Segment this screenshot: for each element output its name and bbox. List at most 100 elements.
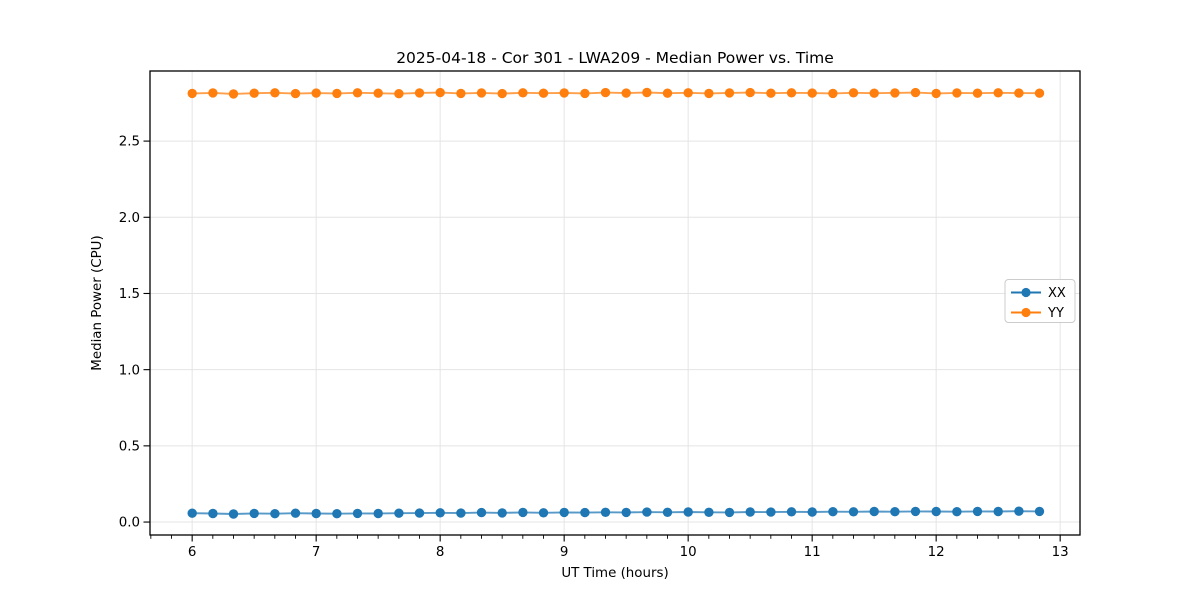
data-point-marker	[786, 88, 797, 98]
data-point-marker	[208, 88, 218, 98]
legend-entry-label: XX	[1048, 286, 1066, 301]
chart-title: 2025-04-18 - Cor 301 - LWA209 - Median P…	[396, 49, 834, 67]
data-point-marker	[249, 88, 259, 98]
data-point-marker	[414, 88, 425, 98]
data-point-marker	[993, 506, 1003, 517]
series-xx	[187, 506, 1045, 519]
data-point-marker	[538, 508, 549, 518]
data-point-marker	[848, 88, 859, 98]
data-point-marker	[228, 509, 239, 519]
data-point-marker	[580, 507, 590, 518]
data-point-marker	[952, 507, 962, 517]
x-axis-label: UT Time (hours)	[561, 566, 668, 581]
data-point-marker	[518, 507, 528, 518]
x-tick-label: 6	[188, 545, 197, 560]
data-point-marker	[187, 88, 197, 99]
legend-sample-marker	[1021, 307, 1031, 318]
data-point-marker	[476, 507, 487, 518]
data-point-marker	[766, 507, 776, 517]
data-series	[187, 87, 1045, 519]
data-point-marker	[435, 87, 445, 98]
data-point-marker	[745, 87, 755, 98]
data-point-marker	[311, 88, 321, 98]
x-tick-label: 10	[680, 545, 697, 560]
y-tick-label: 1.0	[119, 363, 140, 378]
data-point-marker	[208, 508, 218, 519]
axis-tick-labels: 6 7 8 9 10 11 12 13 0.0 0.5 1.0 1.5 2.0 2.5	[119, 135, 1069, 560]
data-point-marker	[848, 507, 859, 517]
data-point-marker	[642, 87, 652, 98]
data-point-marker	[869, 88, 879, 98]
axis-ticks	[143, 140, 1061, 542]
data-point-marker	[518, 88, 528, 98]
data-point-marker	[290, 88, 301, 99]
data-point-marker	[621, 88, 631, 98]
data-point-marker	[683, 507, 693, 517]
data-point-marker	[332, 88, 342, 99]
data-point-marker	[311, 508, 321, 519]
data-point-marker	[228, 89, 239, 99]
data-point-marker	[580, 88, 590, 99]
data-point-marker	[683, 88, 693, 98]
data-point-marker	[972, 88, 983, 98]
data-point-marker	[497, 508, 507, 518]
data-point-marker	[352, 508, 363, 519]
data-point-marker	[807, 88, 817, 98]
legend-entry-label: YY	[1047, 306, 1064, 321]
data-point-marker	[414, 508, 425, 518]
grid-lines	[150, 71, 1080, 535]
data-point-marker	[394, 89, 404, 99]
x-tick-label: 11	[804, 545, 821, 560]
data-point-marker	[786, 507, 797, 517]
data-point-marker	[538, 88, 549, 98]
data-point-marker	[662, 88, 673, 98]
data-point-marker	[497, 88, 507, 99]
data-point-marker	[642, 507, 652, 517]
data-point-marker	[828, 507, 838, 517]
data-point-marker	[869, 506, 879, 517]
data-point-marker	[890, 507, 900, 517]
data-point-marker	[1034, 506, 1045, 517]
y-tick-label: 2.0	[119, 211, 140, 226]
data-point-marker	[993, 88, 1003, 98]
data-point-marker	[931, 506, 941, 517]
data-point-marker	[270, 509, 280, 519]
data-point-marker	[559, 507, 569, 518]
data-point-marker	[724, 88, 735, 98]
series-yy	[187, 87, 1045, 99]
data-point-marker	[394, 508, 404, 518]
x-tick-label: 9	[560, 545, 569, 560]
data-point-marker	[600, 87, 611, 98]
plot-border	[149, 70, 1081, 536]
data-point-marker	[1034, 88, 1045, 98]
x-tick-label: 8	[436, 545, 445, 560]
data-point-marker	[704, 88, 714, 99]
data-point-marker	[910, 87, 921, 98]
data-point-marker	[704, 507, 714, 517]
data-point-marker	[952, 88, 962, 98]
data-point-marker	[1014, 506, 1024, 516]
data-point-marker	[270, 88, 280, 98]
data-point-marker	[249, 508, 259, 519]
data-point-marker	[621, 507, 631, 518]
data-point-marker	[662, 507, 673, 517]
data-point-marker	[890, 88, 900, 98]
data-point-marker	[456, 508, 466, 518]
data-point-marker	[290, 508, 301, 518]
data-point-marker	[373, 508, 383, 519]
data-point-marker	[476, 88, 487, 98]
data-point-marker	[724, 507, 735, 518]
data-point-marker	[332, 509, 342, 519]
data-point-marker	[972, 506, 983, 517]
legend: XX YY	[1004, 279, 1076, 323]
data-point-marker	[910, 506, 921, 517]
data-point-marker	[807, 507, 817, 517]
x-tick-label: 12	[928, 545, 945, 560]
y-axis-label: Median Power (CPU)	[90, 235, 105, 370]
y-tick-label: 0.5	[119, 439, 140, 454]
y-tick-label: 2.5	[119, 135, 140, 150]
legend-sample-marker	[1021, 287, 1031, 298]
data-point-marker	[1014, 88, 1024, 98]
data-point-marker	[600, 507, 611, 517]
